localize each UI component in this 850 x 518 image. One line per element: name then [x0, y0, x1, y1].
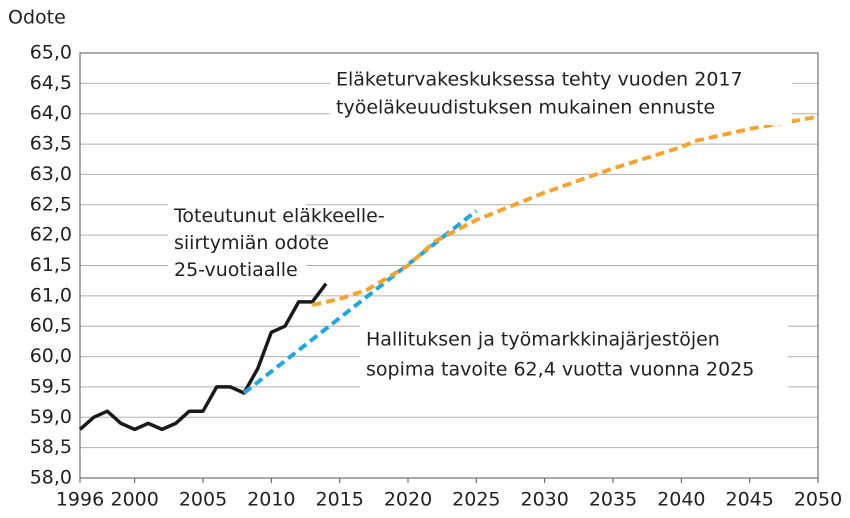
- y-tick-label: 58,0: [30, 467, 72, 489]
- annotation-box: [330, 63, 792, 125]
- x-tick-label: 1996: [56, 489, 104, 511]
- y-tick-label: 63,5: [30, 133, 72, 155]
- annotation: Eläketurvakeskuksessa tehty vuoden 2017: [336, 69, 743, 91]
- y-tick-label: 62,0: [30, 224, 72, 246]
- x-tick-label: 2050: [794, 489, 842, 511]
- y-axis-title: Odote: [8, 7, 66, 29]
- y-tick-label: 58,5: [30, 436, 72, 458]
- annotation-box: [360, 322, 788, 388]
- y-tick-label: 64,5: [30, 72, 72, 94]
- y-tick-label: 63,0: [30, 163, 72, 185]
- x-tick-label: 2035: [589, 489, 637, 511]
- y-tick-label: 59,5: [30, 375, 72, 397]
- annotation: Hallituksen ja työmarkkinajärjestöjen: [366, 329, 720, 351]
- annotation: Toteutunut eläkkeelle-: [173, 205, 385, 227]
- y-tick-label: 60,5: [30, 315, 72, 337]
- annotation: sopima tavoite 62,4 vuotta vuonna 2025: [366, 359, 754, 381]
- plot-frame: [79, 52, 819, 479]
- annotation: työeläkeuudistuksen mukainen ennuste: [336, 97, 715, 119]
- y-tick-label: 62,5: [30, 193, 72, 215]
- annotation: siirtymiän odote: [174, 232, 329, 254]
- x-tick-label: 2015: [315, 489, 363, 511]
- x-tick-label: 2045: [725, 489, 773, 511]
- y-tick-label: 61,5: [30, 254, 72, 276]
- x-tick-label: 2040: [657, 489, 705, 511]
- annotation: 25-vuotiaalle: [174, 259, 298, 281]
- y-tick-label: 64,0: [30, 102, 72, 124]
- x-tick-label: 2000: [110, 489, 158, 511]
- x-tick-label: 2010: [247, 489, 295, 511]
- y-tick-label: 59,0: [30, 406, 72, 428]
- y-tick-label: 61,0: [30, 284, 72, 306]
- annotation-box: [168, 200, 306, 287]
- series-line: [78, 282, 328, 432]
- x-tick-label: 2005: [179, 489, 227, 511]
- x-tick-label: 2020: [384, 489, 432, 511]
- y-tick-label: 60,0: [30, 345, 72, 367]
- y-tick-label: 65,0: [30, 42, 72, 64]
- x-tick-label: 2030: [520, 489, 568, 511]
- series-line: [311, 114, 819, 307]
- x-tick-label: 2025: [452, 489, 500, 511]
